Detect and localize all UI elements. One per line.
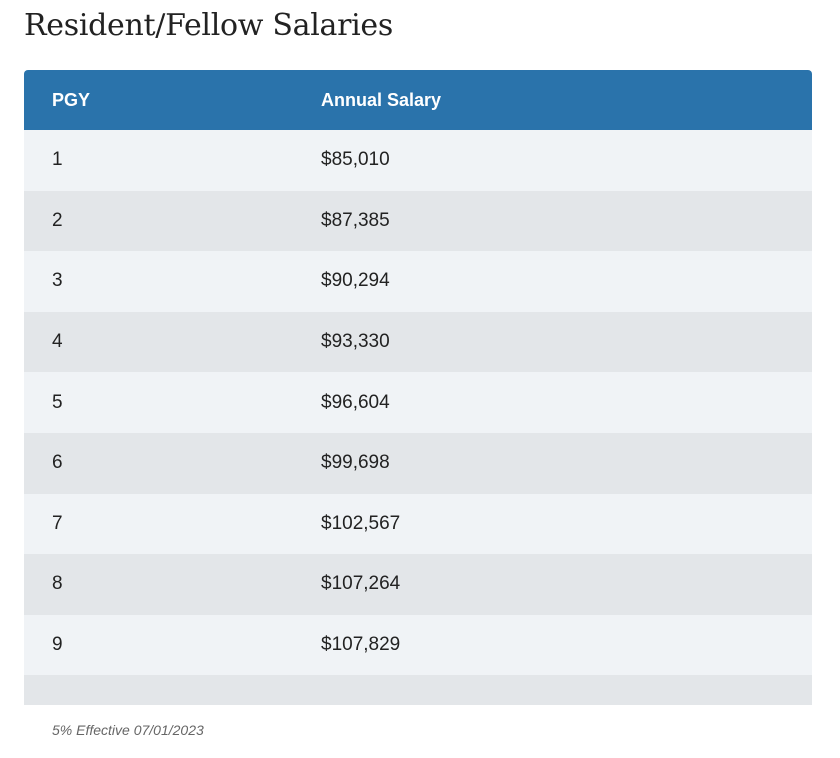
table-row: 2 $87,385 <box>24 190 812 252</box>
salary-table: PGY Annual Salary 1 $85,010 2 $87,385 3 $90,2… <box>24 70 812 706</box>
pgy-cell: 7 <box>52 512 63 534</box>
salary-cell: $99,698 <box>321 452 390 474</box>
table-body: 1 $85,010 2 $87,385 3 $90,294 4 $93,330 5 $96,604… <box>24 130 812 676</box>
pgy-cell: 6 <box>52 452 63 474</box>
table-empty-row <box>24 675 812 706</box>
table-row: 9 $107,829 <box>24 614 812 676</box>
pgy-cell: 8 <box>52 573 63 595</box>
header-pgy: PGY <box>52 89 91 110</box>
pgy-cell: 4 <box>52 331 63 353</box>
table-row: 7 $102,567 <box>24 493 812 555</box>
table-row: 3 $90,294 <box>24 251 812 312</box>
salary-cell: $107,264 <box>321 573 401 595</box>
table-row: 1 $85,010 <box>24 130 812 191</box>
pgy-cell: 9 <box>52 634 63 656</box>
pgy-cell: 2 <box>52 209 63 231</box>
effective-note: 5% Effective 07/01/2023 <box>52 722 204 738</box>
salary-cell: $93,330 <box>321 331 390 353</box>
salary-cell: $102,567 <box>321 512 401 534</box>
table-header: PGY Annual Salary <box>24 70 812 130</box>
table-row: 8 $107,264 <box>24 554 812 615</box>
table-row: 5 $96,604 <box>24 372 812 433</box>
pgy-cell: 5 <box>52 391 63 413</box>
table-row: 6 $99,698 <box>24 432 812 494</box>
salary-cell: $96,604 <box>321 391 390 413</box>
page-title: Resident/Fellow Salaries <box>24 8 393 43</box>
salary-cell: $107,829 <box>321 634 401 656</box>
salary-cell: $85,010 <box>321 149 390 171</box>
header-annual-salary: Annual Salary <box>321 89 442 110</box>
pgy-cell: 1 <box>52 149 63 171</box>
salary-cell: $87,385 <box>321 209 390 231</box>
table-row: 4 $93,330 <box>24 311 812 373</box>
salary-cell: $90,294 <box>321 270 390 292</box>
pgy-cell: 3 <box>52 270 63 292</box>
